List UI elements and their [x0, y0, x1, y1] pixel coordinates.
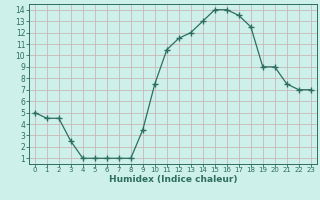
X-axis label: Humidex (Indice chaleur): Humidex (Indice chaleur) [108, 175, 237, 184]
